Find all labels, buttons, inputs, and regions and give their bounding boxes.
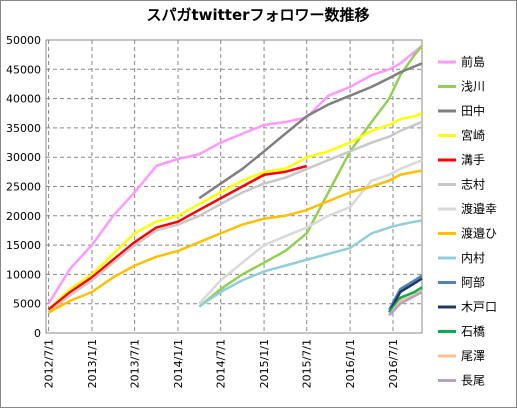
y-tick-label: 15000 (6, 239, 41, 252)
x-tick-label: 2013/1/1 (86, 339, 99, 388)
y-tick-label: 10000 (6, 268, 41, 281)
series-line (47, 44, 423, 305)
legend-label: 長尾 (461, 374, 485, 388)
legend-label: 前島 (461, 54, 485, 69)
y-tick-label: 50000 (6, 34, 41, 47)
series-line (388, 286, 423, 314)
series-line (388, 277, 423, 314)
plot-area (45, 39, 423, 334)
y-tick-label: 45000 (6, 63, 41, 76)
x-tick-label: 2016/7/1 (387, 339, 400, 388)
x-tick-label: 2016/1/1 (344, 339, 357, 388)
legend-label: 志村 (461, 178, 485, 192)
y-tick-label: 30000 (6, 151, 41, 164)
legend-label: 田中 (461, 103, 485, 118)
legend-label: 渡邉幸 (461, 201, 497, 216)
legend-label: 内村 (461, 251, 485, 265)
series-line (47, 164, 308, 311)
series-line (198, 45, 423, 308)
x-tick-label: 2014/1/1 (172, 339, 185, 388)
series-line (388, 290, 423, 317)
x-tick-label: 2014/7/1 (215, 339, 228, 388)
y-tick-label: 5000 (13, 298, 41, 311)
series-line (47, 112, 423, 311)
legend-label: 木戸口 (461, 300, 497, 314)
x-tick-label: 2015/1/1 (258, 339, 271, 388)
legend-label: 宮崎 (461, 128, 485, 143)
legend-label: 溝手 (461, 153, 485, 167)
y-tick-label: 25000 (6, 181, 41, 194)
legend-label: 石橋 (461, 325, 485, 339)
y-tick-label: 0 (34, 327, 41, 340)
legend-label: 阿部 (461, 275, 485, 290)
series-line (198, 219, 423, 308)
legend-label: 浅川 (461, 80, 485, 94)
series-line (388, 274, 423, 311)
x-tick-label: 2013/7/1 (129, 339, 142, 388)
chart-title: スパガtwitterフォロワー数推移 (146, 6, 369, 24)
y-tick-label: 35000 (6, 122, 41, 135)
y-tick-label: 40000 (6, 93, 41, 106)
y-tick-label: 20000 (6, 210, 41, 223)
series-line (47, 120, 423, 314)
series-line (47, 169, 423, 314)
series-line (198, 158, 423, 305)
series-line (198, 62, 423, 200)
legend-label: 渡邉ひ (461, 226, 497, 241)
legend-label: 尾澤 (461, 349, 485, 363)
x-tick-label: 2015/7/1 (301, 339, 314, 388)
x-tick-label: 2012/7/1 (43, 339, 56, 388)
